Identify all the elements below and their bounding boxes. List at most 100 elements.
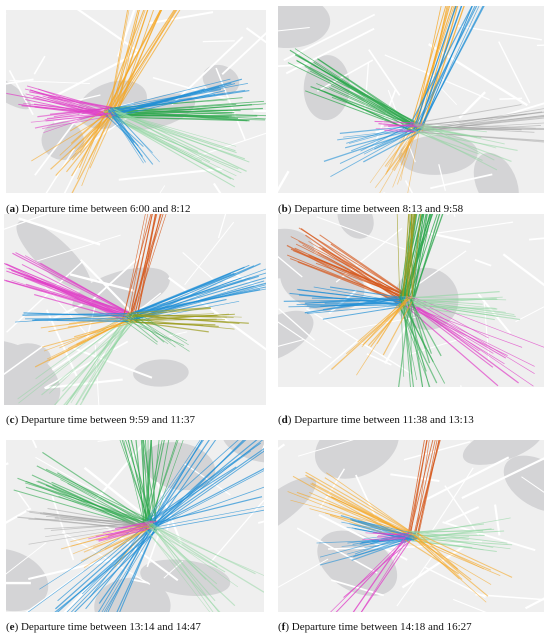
flow-line [156, 440, 245, 527]
water-body [314, 440, 399, 479]
flow-line [330, 534, 409, 612]
flow-line [40, 316, 128, 329]
flow-map-b [278, 6, 544, 193]
flow-line [414, 536, 492, 571]
flow-line [356, 304, 402, 376]
flow-line [298, 227, 411, 298]
road-line [222, 277, 239, 282]
flow-line [149, 524, 239, 588]
flow-line [155, 509, 264, 531]
flow-line [123, 307, 211, 315]
flow-line [384, 129, 418, 133]
flow-line [124, 272, 235, 318]
road-line [461, 457, 544, 500]
flow-line [4, 279, 125, 315]
flow-line [414, 124, 470, 136]
flow-line [43, 111, 104, 133]
flow-line [362, 537, 406, 541]
flow-line [421, 6, 473, 128]
flow-line [306, 304, 408, 314]
flow-line [156, 470, 264, 528]
flow-line [399, 300, 516, 318]
flow-line [400, 299, 418, 381]
road-line [437, 221, 514, 234]
flow-line [59, 317, 126, 349]
flow-line [287, 62, 412, 124]
flow-line [360, 539, 411, 612]
flow-line [104, 10, 161, 117]
flow-line [113, 103, 237, 114]
road-line [89, 254, 143, 303]
flow-line [339, 125, 412, 134]
flow-line [360, 537, 409, 612]
road-line [278, 558, 329, 588]
flow-line [109, 78, 231, 110]
flow-line [45, 468, 155, 523]
flow-line [151, 440, 184, 529]
water-body [6, 548, 49, 612]
flow-line [367, 302, 407, 347]
road-line [253, 109, 266, 113]
flow-line [75, 114, 107, 153]
caption-e-letter: e [9, 621, 15, 633]
flow-line [107, 109, 143, 157]
caption-d-letter: d [281, 414, 288, 426]
caption-e-text: Departure time between 13:14 and 14:47 [20, 621, 201, 633]
flow-line [399, 296, 427, 372]
flow-line [412, 6, 478, 133]
road-line [390, 473, 440, 482]
caption-d-text: Departure time between 11:38 and 13:13 [294, 414, 474, 426]
flow-line [404, 533, 492, 585]
flow-line [144, 440, 163, 522]
flow-line [89, 114, 115, 169]
caption-f: (f) Departure time between 14:18 and 16:… [278, 621, 472, 633]
flow-line [289, 49, 414, 126]
road-line [44, 340, 129, 389]
map-canvas-a [6, 10, 266, 193]
flow-line [112, 107, 211, 163]
road-line [306, 308, 413, 375]
flow-line [335, 533, 413, 612]
flow-line [153, 526, 219, 612]
flow-line [153, 440, 264, 527]
flow-line [116, 10, 140, 116]
flow-line [409, 6, 473, 126]
flow-line [406, 298, 423, 387]
road-line [94, 441, 146, 502]
flow-line [132, 315, 249, 324]
flow-line [113, 111, 237, 147]
flow-line [382, 301, 413, 356]
flow-line [104, 10, 175, 117]
flow-line [67, 318, 124, 349]
flow-line [411, 214, 432, 302]
flow-line [150, 450, 251, 523]
flow-line [6, 263, 130, 320]
flow-line [331, 303, 405, 370]
flow-line [21, 264, 125, 317]
flow-line [411, 214, 425, 300]
flow-line [17, 477, 145, 529]
flow-line [55, 529, 145, 610]
flow-line [372, 532, 405, 536]
road-line [278, 170, 290, 192]
flow-line [48, 315, 133, 394]
road-line [25, 570, 85, 612]
flow-line [401, 296, 507, 301]
flow-line [115, 109, 247, 172]
flow-line [135, 440, 145, 525]
flow-line [365, 532, 410, 537]
flow-line [410, 535, 460, 580]
flow-line [290, 236, 410, 297]
flow-line [147, 440, 247, 531]
flow-line [411, 214, 441, 305]
caption-b: (b) Departure time between 8:13 and 9:58 [278, 203, 464, 215]
flow-line [123, 214, 146, 317]
flow-line [127, 214, 149, 320]
flow-line [144, 440, 205, 526]
caption-c: (c) Departure time between 9:59 and 11:3… [6, 414, 195, 426]
road-line [425, 456, 510, 501]
flow-line [142, 440, 145, 526]
flow-line [133, 300, 240, 322]
flow-map-d [278, 214, 544, 387]
caption-f-letter: f [281, 621, 286, 633]
